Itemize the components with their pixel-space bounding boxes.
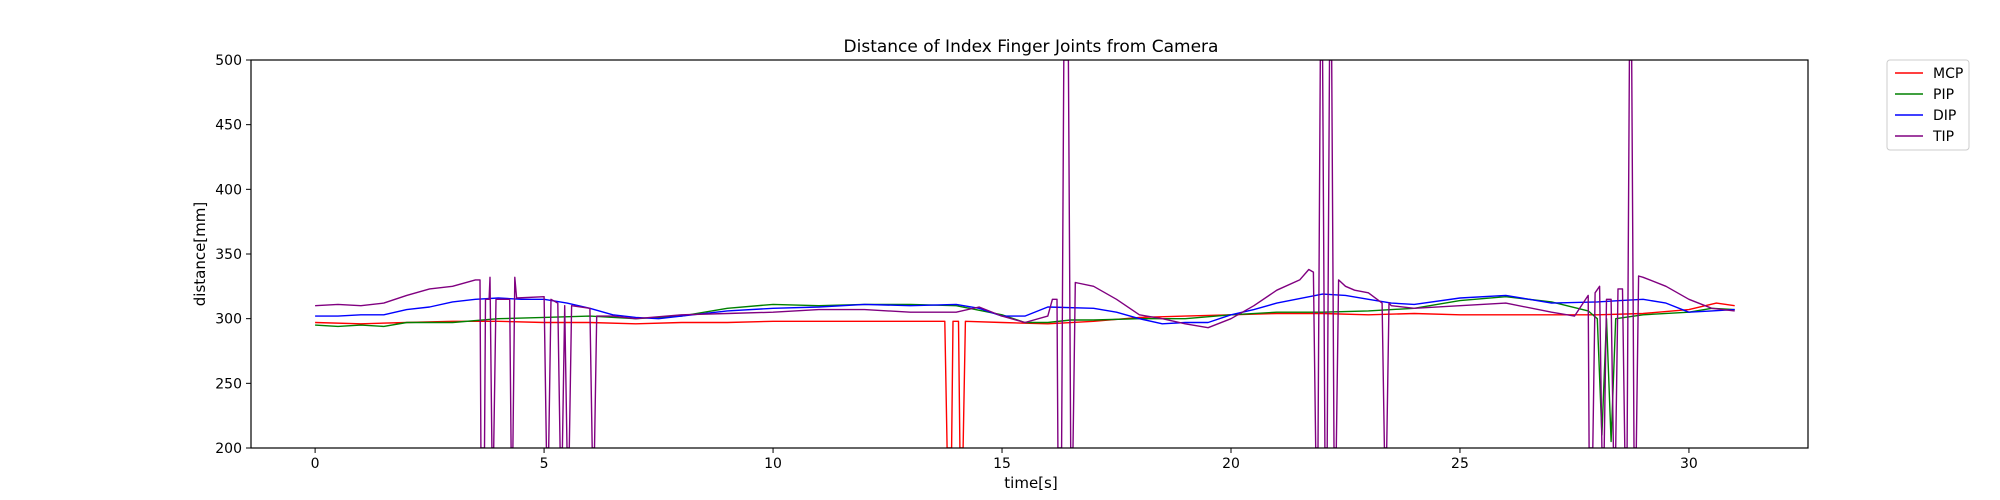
x-tick-label: 30 [1680,456,1698,472]
x-tick-label: 15 [993,456,1011,472]
y-tick-label: 200 [215,441,242,457]
x-tick-label: 10 [764,456,782,472]
series-line-mcp [315,302,1735,448]
x-axis-label: time[s] [1004,474,1057,492]
legend-box [1886,59,1970,151]
x-axis: 0 5 10 15 20 25 30 [311,448,1698,472]
series-line-pip [315,296,1735,443]
y-tick-label: 300 [215,312,242,328]
y-tick-label: 350 [215,247,242,263]
y-axis-label: distance[mm] [191,202,209,307]
legend-label-dip: DIP [1933,108,1956,124]
legend: MCP PIP DIP TIP [1886,59,1970,151]
legend-items: MCP PIP DIP TIP [1895,66,1963,145]
series-layer [315,60,1735,448]
x-tick-label: 25 [1451,456,1469,472]
plot-area [250,59,1809,449]
x-tick-label: 20 [1222,456,1240,472]
y-tick-label: 400 [215,182,242,198]
y-tick-label: 250 [215,376,242,392]
series-line-tip [315,60,1735,448]
chart-title: Distance of Index Finger Joints from Cam… [844,37,1219,57]
legend-label-pip: PIP [1933,87,1954,103]
y-tick-label: 450 [215,118,242,134]
legend-label-mcp: MCP [1933,66,1963,82]
series-line-dip [315,293,1735,325]
y-tick-label: 500 [215,53,242,69]
x-tick-label: 5 [540,456,549,472]
legend-label-tip: TIP [1932,129,1954,145]
x-tick-label: 0 [311,456,320,472]
y-axis: 200 250 300 350 400 450 500 [215,53,251,457]
